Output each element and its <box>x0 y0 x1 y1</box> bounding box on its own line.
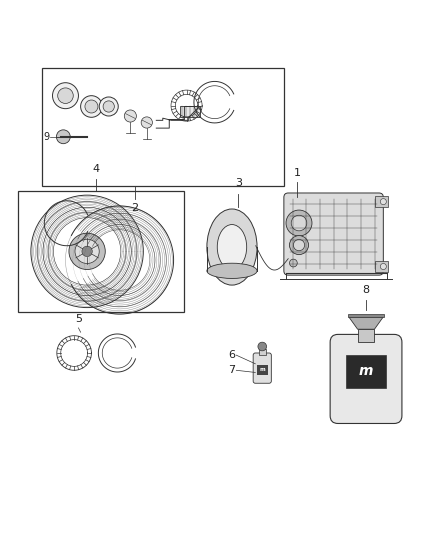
Text: 7: 7 <box>228 365 236 375</box>
Circle shape <box>124 110 136 122</box>
FancyBboxPatch shape <box>284 193 383 275</box>
Circle shape <box>57 130 70 144</box>
Text: 4: 4 <box>92 164 99 174</box>
Bar <box>18 191 184 312</box>
FancyBboxPatch shape <box>330 334 402 424</box>
Circle shape <box>69 233 105 270</box>
Text: 5: 5 <box>75 313 82 324</box>
Bar <box>374 261 388 272</box>
Ellipse shape <box>207 209 257 285</box>
Bar <box>346 355 386 387</box>
Circle shape <box>53 83 78 109</box>
Polygon shape <box>349 317 383 329</box>
Circle shape <box>293 239 304 251</box>
Bar <box>259 349 266 355</box>
Bar <box>348 313 384 317</box>
Circle shape <box>75 239 99 263</box>
Text: 8: 8 <box>363 286 370 295</box>
Circle shape <box>58 88 73 103</box>
Ellipse shape <box>217 224 247 270</box>
Circle shape <box>81 96 102 117</box>
Circle shape <box>380 263 386 270</box>
Text: 9: 9 <box>43 132 49 142</box>
Text: m: m <box>359 364 373 378</box>
Text: 3: 3 <box>235 178 242 188</box>
FancyBboxPatch shape <box>253 353 271 383</box>
Text: m: m <box>259 367 265 372</box>
Circle shape <box>290 236 308 255</box>
Text: 6: 6 <box>229 350 236 360</box>
Text: 1: 1 <box>293 168 300 178</box>
Ellipse shape <box>207 263 257 278</box>
Circle shape <box>99 97 118 116</box>
Circle shape <box>291 215 307 231</box>
Bar <box>374 197 388 207</box>
Bar <box>42 68 284 187</box>
Bar <box>257 365 268 375</box>
Circle shape <box>290 259 297 267</box>
Circle shape <box>380 199 386 205</box>
Circle shape <box>286 210 312 236</box>
Text: 2: 2 <box>131 203 138 213</box>
Circle shape <box>258 342 267 351</box>
Bar <box>357 329 374 342</box>
Circle shape <box>82 246 92 256</box>
Circle shape <box>103 101 114 112</box>
Circle shape <box>85 100 98 113</box>
Bar <box>180 107 200 117</box>
Circle shape <box>141 117 152 128</box>
